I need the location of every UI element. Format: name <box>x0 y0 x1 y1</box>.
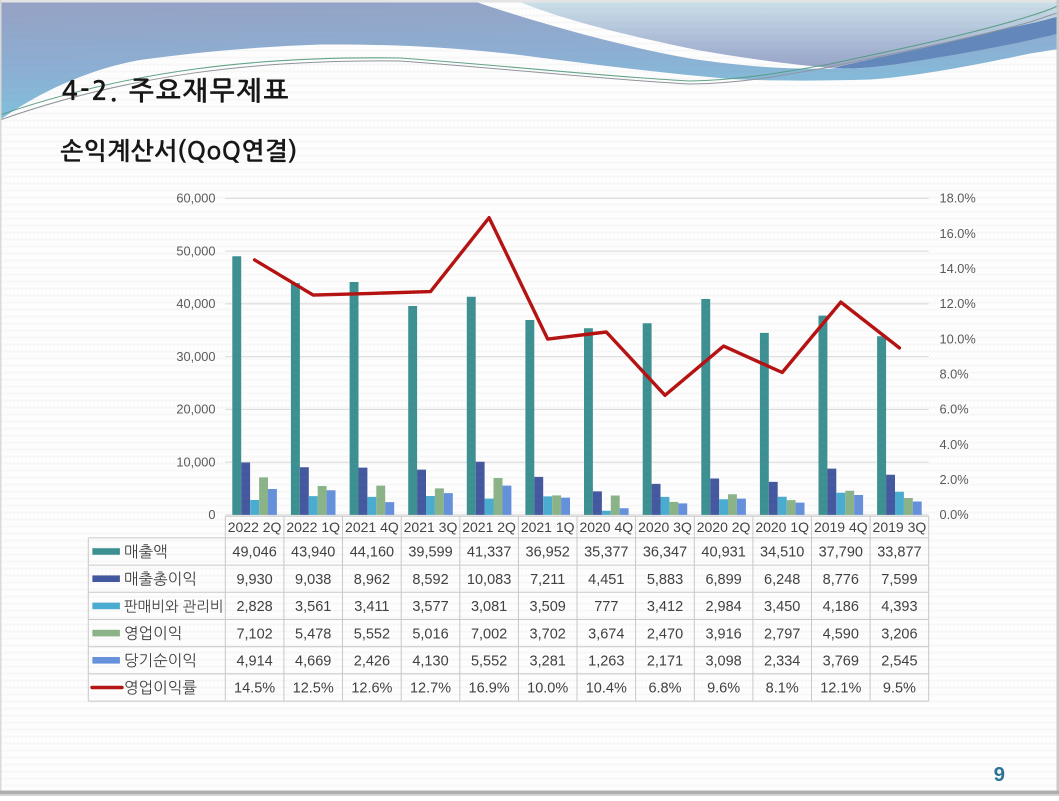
svg-text:9: 9 <box>994 763 1005 786</box>
